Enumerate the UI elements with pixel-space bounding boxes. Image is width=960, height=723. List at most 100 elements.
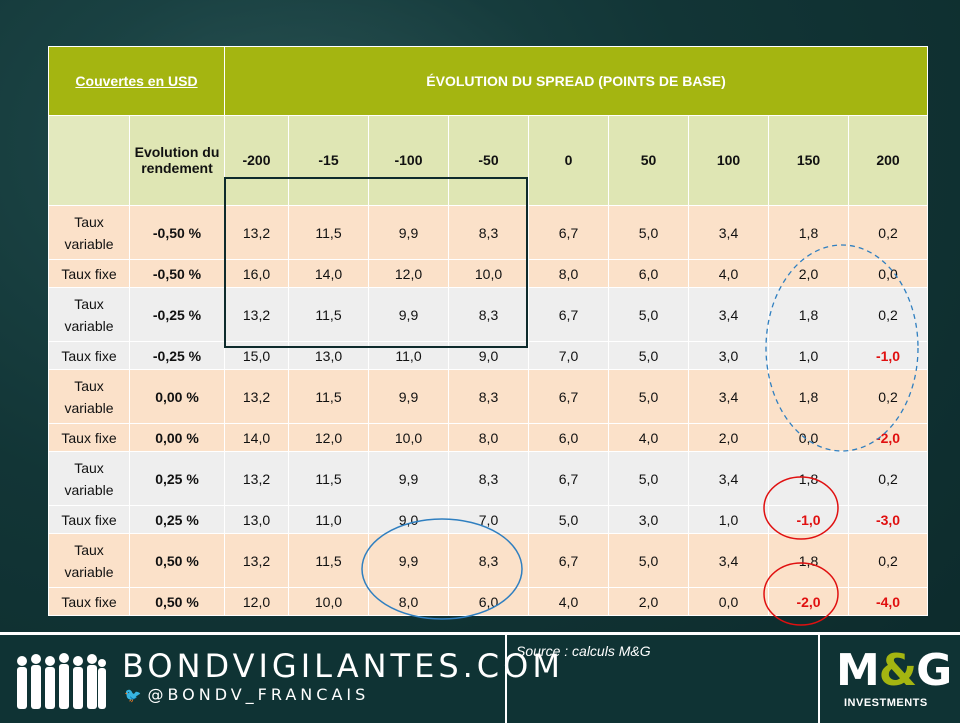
rate-type-label: Taux variable	[48, 205, 130, 261]
rate-type-label: Taux fixe	[48, 341, 130, 371]
table-row: Taux variable -0,25 % 13,2 11,5 9,9 8,3 6,7 5,0…	[48, 287, 929, 343]
spread-column-header: -200	[224, 114, 289, 207]
yield-change-header: Evolution du rendement	[129, 114, 225, 207]
return-value-cell: 9,0	[448, 341, 529, 371]
yield-change-cell: 0,00 %	[129, 369, 225, 425]
return-value-cell: 2,0	[768, 259, 849, 289]
table-row: Taux variable 0,50 % 13,2 11,5 9,9 8,3 6,7 5,0 3…	[48, 532, 929, 589]
spread-column-header: -15	[288, 114, 369, 207]
mg-logo-subtitle: INVESTMENTS	[844, 697, 928, 709]
spread-column-header: 100	[688, 114, 769, 207]
return-value-cell: -4,0	[847, 587, 929, 616]
return-value-cell: 13,2	[224, 450, 289, 507]
return-value-cell: 12,0	[224, 587, 289, 616]
return-value-cell: 8,0	[448, 423, 529, 452]
return-value-cell: 0,0	[688, 587, 769, 616]
return-value-cell: 13,2	[224, 532, 289, 589]
yield-change-cell: 0,50 %	[129, 532, 225, 589]
return-value-cell: -2,0	[847, 423, 929, 452]
return-value-cell: 8,3	[448, 450, 529, 507]
table-row: Taux variable -0,50 % 13,2 11,5 9,9 8,3 6,7 5,0…	[48, 205, 929, 261]
return-value-cell: 1,8	[768, 532, 849, 589]
return-value-cell: 4,0	[528, 587, 609, 616]
return-value-cell: 9,9	[368, 450, 449, 507]
yield-change-cell: 0,25 %	[129, 450, 225, 507]
return-value-cell: 11,5	[288, 205, 369, 261]
twitter-bird-icon: 🐦	[124, 688, 146, 704]
return-value-cell: 7,0	[528, 341, 609, 371]
return-value-cell: -3,0	[847, 505, 929, 534]
return-value-cell: 6,0	[608, 259, 689, 289]
return-value-cell: 6,7	[528, 205, 609, 261]
return-value-cell: 11,5	[288, 287, 369, 343]
rate-type-label: Taux variable	[48, 287, 130, 343]
yield-change-cell: -0,50 %	[129, 205, 225, 261]
rate-type-label: Taux variable	[48, 450, 130, 507]
rate-type-label: Taux variable	[48, 532, 130, 589]
return-value-cell: 8,3	[448, 369, 529, 425]
return-value-cell: 3,0	[608, 505, 689, 534]
rate-type-label: Taux fixe	[48, 423, 130, 452]
return-value-cell: 6,0	[528, 423, 609, 452]
people-silhouettes-icon	[17, 653, 106, 709]
return-value-cell: 5,0	[608, 450, 689, 507]
return-value-cell: 1,8	[768, 369, 849, 425]
return-value-cell: 1,8	[768, 287, 849, 343]
spread-column-header: 200	[847, 114, 929, 207]
return-value-cell: 0,2	[847, 205, 929, 261]
yield-change-cell: 0,00 %	[129, 423, 225, 452]
return-value-cell: 9,9	[368, 369, 449, 425]
twitter-handle-text: @BONDV_FRANCAIS	[147, 685, 370, 704]
return-value-cell: 8,0	[528, 259, 609, 289]
return-value-cell: 11,5	[288, 532, 369, 589]
return-value-cell: 15,0	[224, 341, 289, 371]
return-value-cell: 10,0	[288, 587, 369, 616]
return-value-cell: 11,5	[288, 450, 369, 507]
table-title: ÉVOLUTION DU SPREAD (POINTS DE BASE)	[223, 46, 929, 116]
return-value-cell: 8,3	[448, 532, 529, 589]
header-link-cell: Couvertes en USD	[48, 46, 225, 116]
spread-column-header: -100	[368, 114, 449, 207]
table-row: Taux fixe -0,50 % 16,0 14,0 12,0 10,0 8,0 6,0 4,…	[48, 259, 929, 289]
return-value-cell: 7,0	[448, 505, 529, 534]
return-value-cell: 13,2	[224, 205, 289, 261]
return-value-cell: 16,0	[224, 259, 289, 289]
yield-change-cell: -0,25 %	[129, 287, 225, 343]
return-value-cell: 11,0	[368, 341, 449, 371]
return-value-cell: 5,0	[608, 205, 689, 261]
return-value-cell: 11,0	[288, 505, 369, 534]
return-value-cell: 5,0	[608, 532, 689, 589]
return-value-cell: 3,0	[688, 341, 769, 371]
mg-logo: M&G	[836, 645, 952, 696]
spread-column-header: 50	[608, 114, 689, 207]
rate-type-label: Taux fixe	[48, 505, 130, 534]
yield-change-cell: 0,25 %	[129, 505, 225, 534]
return-value-cell: 0,2	[847, 287, 929, 343]
couvertes-usd-link[interactable]: Couvertes en USD	[75, 72, 198, 89]
return-value-cell: 11,5	[288, 369, 369, 425]
empty-header-cell	[48, 114, 130, 207]
footer-divider	[818, 635, 820, 723]
return-value-cell: 14,0	[288, 259, 369, 289]
return-value-cell: 5,0	[608, 287, 689, 343]
return-value-cell: 3,4	[688, 369, 769, 425]
return-value-cell: 1,0	[688, 505, 769, 534]
footer-divider	[505, 635, 507, 723]
return-value-cell: 1,8	[768, 450, 849, 507]
return-value-cell: -1,0	[847, 341, 929, 371]
spread-sensitivity-table: Couvertes en USD ÉVOLUTION DU SPREAD (PO…	[48, 46, 929, 616]
table-row: Taux fixe 0,25 % 13,0 11,0 9,0 7,0 5,0 3,0 1,0 -1…	[48, 505, 929, 534]
rate-type-label: Taux variable	[48, 369, 130, 425]
source-note: Source : calculs M&G	[516, 643, 651, 659]
table-title-row: Couvertes en USD ÉVOLUTION DU SPREAD (PO…	[48, 46, 929, 116]
column-header-row: Evolution du rendement -200 -15 -100 -50 0 50…	[48, 114, 929, 207]
footer: BONDVIGILANTES.COM 🐦 @BONDV_FRANCAIS Sour…	[0, 632, 960, 723]
return-value-cell: 0,2	[847, 532, 929, 589]
table-row: Taux fixe 0,00 % 14,0 12,0 10,0 8,0 6,0 4,0 2,0 0…	[48, 423, 929, 452]
twitter-handle[interactable]: 🐦 @BONDV_FRANCAIS	[124, 685, 369, 704]
return-value-cell: 8,3	[448, 287, 529, 343]
return-value-cell: 3,4	[688, 450, 769, 507]
return-value-cell: 3,4	[688, 287, 769, 343]
return-value-cell: 10,0	[368, 423, 449, 452]
return-value-cell: 6,7	[528, 287, 609, 343]
